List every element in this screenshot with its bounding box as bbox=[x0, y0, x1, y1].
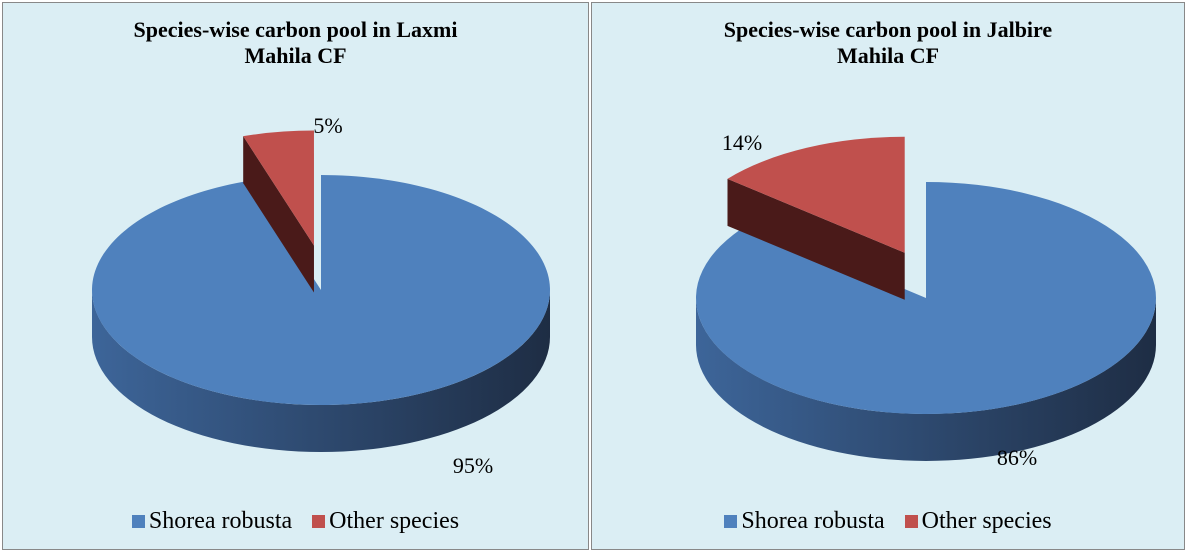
slice-top bbox=[243, 130, 314, 246]
legend-item: Other species bbox=[312, 508, 459, 535]
legend-swatch bbox=[724, 515, 738, 528]
chart-title: Species-wise carbon pool in Jalbire Mahi… bbox=[723, 17, 1053, 68]
slice bbox=[727, 136, 905, 300]
slice-side bbox=[696, 298, 1156, 461]
legend-swatch bbox=[904, 515, 918, 528]
pie-plot: 95% 5% bbox=[91, 113, 550, 478]
chart-panel: 86% 14% Species-wise carbon pool in Jalbir… bbox=[591, 2, 1185, 550]
slice-top bbox=[696, 182, 1156, 414]
slice-top bbox=[727, 136, 905, 253]
pie-plot: 86% 14% bbox=[696, 130, 1156, 470]
slice-side bbox=[92, 290, 550, 452]
slice-top bbox=[91, 175, 550, 405]
slice-face bbox=[727, 178, 905, 300]
data-label: 5% bbox=[313, 113, 342, 138]
chart-panel: 95% 5% Species-wise carbon pool in Laxmi M… bbox=[2, 2, 589, 550]
legend-item: Shorea robusta bbox=[131, 508, 293, 535]
legend-label: Shorea robusta bbox=[148, 508, 293, 534]
legend: Shorea robusta Other species bbox=[592, 508, 1184, 535]
slice bbox=[243, 130, 314, 293]
data-label: 95% bbox=[453, 453, 493, 478]
legend-swatch bbox=[312, 515, 326, 528]
legend-label: Shorea robusta bbox=[741, 508, 885, 534]
data-label: 14% bbox=[722, 130, 762, 155]
legend-item: Other species bbox=[904, 508, 1052, 535]
slice-face bbox=[243, 136, 314, 293]
slice bbox=[696, 182, 1156, 461]
chart-title: Species-wise carbon pool in Laxmi Mahila… bbox=[133, 17, 458, 68]
data-label: 86% bbox=[997, 445, 1037, 470]
legend-label: Other species bbox=[329, 508, 460, 534]
legend-item: Shorea robusta bbox=[724, 508, 885, 535]
legend-swatch bbox=[131, 515, 145, 528]
legend-label: Other species bbox=[921, 508, 1052, 534]
slice bbox=[91, 175, 550, 452]
legend: Shorea robusta Other species bbox=[3, 508, 588, 535]
